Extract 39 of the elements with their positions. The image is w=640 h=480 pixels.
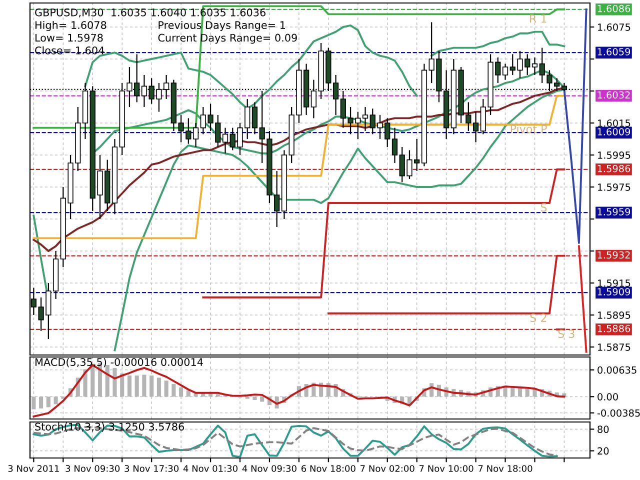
y-tick-label: 0.00635 — [598, 366, 636, 374]
ref-line-label: 1.5932 — [598, 251, 630, 259]
x-tick-label: 3 Nov 17:30 — [124, 465, 179, 472]
x-tick-label: 3 Nov 09:30 — [66, 465, 120, 472]
annotation: Previous Days Range= 1 — [158, 20, 286, 32]
ref-line-label: 1.6009 — [598, 128, 630, 136]
x-tick-label: 7 Nov 18:00 — [478, 465, 532, 472]
x-tick-label: 4 Nov 01:30 — [183, 465, 238, 472]
y-tick-label: 1.5915 — [598, 279, 630, 287]
y-tick-label: -0.00385 — [597, 409, 640, 417]
y-tick-label: 1.5975 — [598, 183, 630, 191]
ref-line-label: 1.5986 — [598, 164, 630, 172]
ref-line-label: 1.5886 — [598, 324, 630, 332]
x-tick-label: 4 Nov 09:30 — [242, 465, 296, 472]
series-label: S — [540, 203, 547, 212]
y-tick-label: 20 — [598, 447, 609, 455]
y-tick-label: 1.5875 — [598, 343, 630, 351]
x-tick-label: 3 Nov 2011 — [8, 465, 59, 472]
x-tick-label: 6 Nov 18:00 — [301, 465, 356, 472]
series-label: R 1 — [530, 14, 546, 23]
y-tick-label: 1.6075 — [598, 23, 630, 31]
ref-line-label: 1.6032 — [598, 91, 630, 99]
series-label: Pivot P — [510, 124, 547, 134]
x-tick-label: 7 Nov 02:00 — [360, 465, 414, 472]
chart-title: MACD(5,35,5) -0.00016 0.00014 — [36, 358, 203, 368]
annotation: High= 1.6078 — [36, 20, 106, 32]
x-tick-label: 7 Nov 10:00 — [419, 465, 474, 472]
y-tick-label: 0.00 — [598, 393, 618, 400]
y-tick-label: 80 — [598, 426, 609, 434]
legend-label: S 3 — [558, 330, 574, 338]
y-tick-label: 1.5995 — [598, 151, 630, 159]
series-label: S 2 — [530, 314, 546, 322]
y-tick-label: 1.6015 — [598, 119, 630, 127]
ref-line-label: 1.6086 — [598, 4, 630, 12]
y-tick-label: 1.5895 — [598, 311, 630, 319]
ref-line-label: 1.6059 — [598, 48, 630, 56]
ref-line-label: 1.5909 — [598, 288, 630, 296]
ref-line-label: 1.5959 — [598, 208, 630, 216]
annotation: Low= 1.5978 — [36, 34, 103, 42]
